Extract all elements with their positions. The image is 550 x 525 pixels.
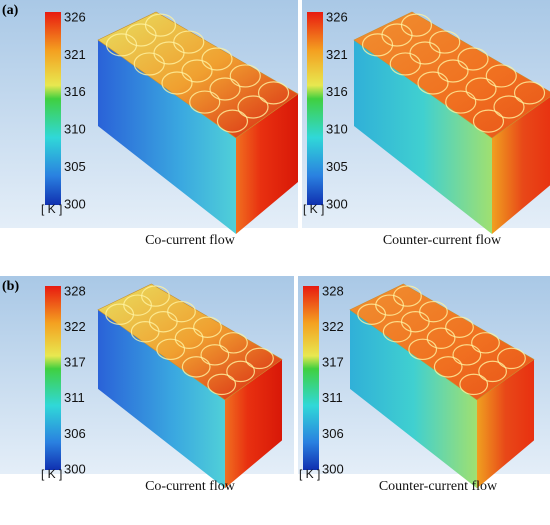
cell	[485, 64, 517, 88]
box-left-face	[354, 40, 492, 234]
colorbar-unit: [ K ]	[41, 467, 62, 481]
colorbar-tick-label: 326	[326, 9, 348, 24]
box-right-face	[224, 359, 282, 489]
colorbar-tick-label: 322	[322, 319, 344, 334]
box-right-face	[492, 96, 550, 234]
renders	[0, 0, 550, 489]
cell	[156, 338, 186, 361]
colorbar	[45, 286, 61, 470]
colorbar-tick-label: 300	[64, 196, 86, 211]
cell	[497, 347, 526, 370]
colorbar-tick-label: 317	[64, 355, 86, 370]
colorbar-tick-label: 305	[326, 159, 348, 174]
cell	[209, 77, 241, 101]
panel-label: (b)	[2, 279, 19, 294]
colorbar-tick-label: 316	[326, 84, 348, 99]
colorbar	[307, 12, 323, 205]
cell	[189, 90, 221, 114]
cell	[216, 109, 249, 133]
cell	[219, 332, 248, 354]
cell	[417, 71, 449, 95]
cell	[174, 327, 204, 350]
caption: Co-current flow	[145, 233, 236, 248]
cell	[130, 321, 160, 343]
cell	[200, 344, 230, 366]
colorbar-tick-label: 311	[322, 390, 343, 405]
colorbar-tick-label: 306	[322, 426, 344, 441]
colorbar-tick-label: 310	[326, 122, 348, 137]
colorbar-unit: [ K ]	[41, 202, 62, 216]
caption: Counter-current flow	[379, 479, 498, 494]
cell	[229, 64, 261, 88]
colorbar-tick-label: 328	[322, 283, 344, 298]
colorbar-tick-label: 306	[64, 426, 86, 441]
cell	[257, 81, 290, 105]
cell	[471, 332, 500, 354]
cell	[452, 344, 482, 366]
cell	[426, 327, 456, 350]
cell	[226, 360, 256, 383]
colorbar-tick-label: 321	[64, 47, 86, 62]
colorbar-tick-label: 311	[64, 390, 85, 405]
cell	[513, 81, 546, 105]
panel-label: (a)	[2, 3, 19, 18]
cell	[382, 321, 412, 343]
colorbar-tick-label: 317	[322, 355, 344, 370]
caption: Counter-current flow	[383, 233, 502, 248]
colorbar-tick-label: 321	[326, 47, 348, 62]
box-left-face	[350, 309, 477, 489]
colorbar-unit: [ K ]	[299, 467, 320, 481]
cell	[457, 47, 489, 71]
colorbar-tick-label: 300	[64, 461, 86, 476]
box-left-face	[98, 309, 225, 489]
cell	[193, 316, 222, 338]
cell	[105, 33, 138, 57]
colorbar	[45, 12, 61, 205]
cell	[125, 23, 157, 47]
cell	[207, 373, 237, 396]
cell	[389, 52, 421, 76]
cell	[465, 77, 497, 101]
cell	[478, 360, 508, 383]
colorbar-tick-label: 326	[64, 9, 86, 24]
cell	[361, 33, 394, 57]
cell	[181, 356, 211, 378]
cell	[181, 59, 213, 83]
cell	[357, 303, 387, 325]
colorbar-tick-label: 305	[64, 159, 86, 174]
cell	[408, 338, 438, 361]
cell	[433, 356, 463, 378]
cell	[161, 71, 193, 95]
cell	[144, 13, 177, 37]
colorbar	[303, 286, 319, 470]
cell	[493, 95, 525, 119]
colorbar-tick-label: 328	[64, 283, 86, 298]
cell	[201, 47, 233, 71]
cell	[459, 373, 489, 396]
cell	[105, 303, 135, 325]
cell	[381, 23, 413, 47]
colorbar-tick-label: 300	[322, 461, 344, 476]
cell	[400, 13, 433, 37]
colorbar-tick-label: 310	[64, 122, 86, 137]
colorbar-unit: [ K ]	[303, 202, 324, 216]
box-right-face	[236, 94, 298, 234]
cell	[445, 316, 474, 338]
box-right-face	[476, 359, 534, 489]
cell	[437, 59, 469, 83]
caption: Co-current flow	[145, 479, 236, 494]
colorbar-tick-label: 322	[64, 319, 86, 334]
colorbar-tick-label: 300	[326, 196, 348, 211]
cell	[445, 90, 477, 114]
cell	[472, 109, 505, 133]
cell	[237, 95, 269, 119]
cell	[133, 52, 165, 76]
box-left-face	[98, 40, 236, 234]
cell	[245, 347, 274, 370]
colorbar-tick-label: 316	[64, 84, 86, 99]
